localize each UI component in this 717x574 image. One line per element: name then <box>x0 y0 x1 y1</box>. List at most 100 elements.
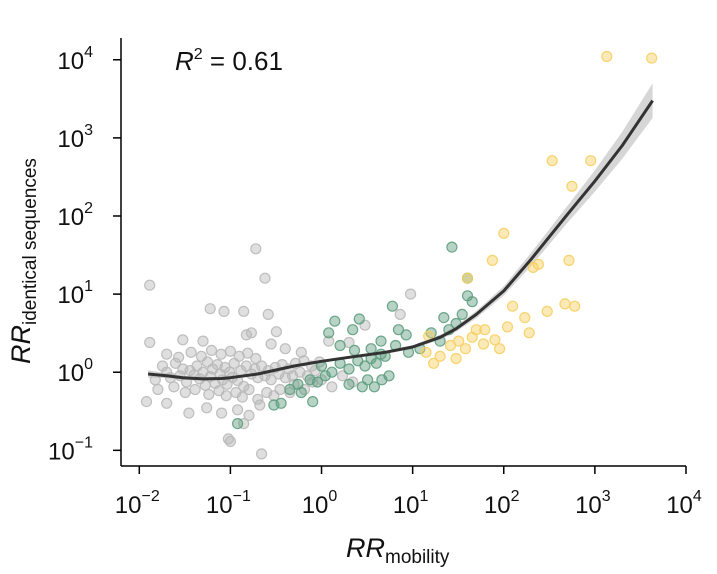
data-point-grey <box>242 347 254 359</box>
data-point-grey <box>185 346 197 358</box>
data-point-grey <box>238 305 250 317</box>
data-point-yellow <box>428 357 440 369</box>
data-point-grey <box>144 336 156 349</box>
data-point-grey <box>270 326 282 338</box>
confidence-band-layer <box>148 83 653 381</box>
data-point-grey <box>215 348 227 360</box>
data-point-grey <box>161 397 173 409</box>
data-point-grey <box>336 370 349 382</box>
data-point-yellow <box>523 327 535 339</box>
data-point-yellow <box>506 300 519 312</box>
y-tick-label: 10−1 <box>48 434 93 465</box>
data-point-grey <box>243 409 255 421</box>
data-point-green <box>446 241 458 253</box>
data-point-yellow <box>479 324 491 336</box>
data-point-yellow <box>494 343 506 355</box>
x-tick-label: 104 <box>666 488 702 519</box>
data-point-green <box>284 383 296 396</box>
data-point-yellow <box>459 343 472 355</box>
data-point-yellow <box>477 338 490 350</box>
data-point-grey <box>236 391 248 403</box>
data-point-grey <box>256 448 268 460</box>
data-point-green <box>392 324 405 336</box>
data-point-green <box>232 418 244 430</box>
data-point-yellow <box>546 155 558 167</box>
data-point-grey <box>177 334 189 346</box>
points-layer <box>140 50 658 460</box>
data-point-grey <box>204 303 216 315</box>
data-point-yellow <box>541 305 553 317</box>
data-point-grey <box>265 374 277 386</box>
y-tick-label: 102 <box>57 200 93 231</box>
data-point-green <box>386 300 398 312</box>
data-point-green <box>456 308 468 320</box>
data-point-grey <box>326 381 338 393</box>
data-point-green <box>353 313 365 325</box>
data-point-yellow <box>501 321 514 333</box>
data-point-green <box>304 374 316 386</box>
data-point-grey <box>232 404 244 416</box>
y-tick-label: 104 <box>57 44 93 75</box>
data-point-grey <box>205 344 218 356</box>
data-point-grey <box>189 383 201 396</box>
data-point-green <box>326 366 338 378</box>
data-point-green <box>438 312 450 324</box>
r-squared-annotation: R2 = 0.61 <box>175 46 283 76</box>
data-point-grey <box>222 433 234 445</box>
data-point-yellow <box>585 155 597 167</box>
data-point-grey <box>279 343 291 355</box>
data-point-grey <box>405 288 417 300</box>
data-point-yellow <box>489 334 501 346</box>
data-point-yellow <box>527 261 539 273</box>
data-point-grey <box>265 338 277 350</box>
confidence-band <box>148 83 653 381</box>
data-point-green <box>362 374 374 386</box>
data-point-yellow <box>420 346 432 358</box>
data-point-grey <box>173 351 185 363</box>
data-point-green <box>307 396 319 408</box>
data-point-green <box>368 381 380 393</box>
data-point-green <box>343 378 355 390</box>
y-tick-label: 103 <box>57 122 93 153</box>
data-point-yellow <box>566 180 578 192</box>
data-point-grey <box>250 243 262 255</box>
data-point-green <box>466 296 478 308</box>
data-point-grey <box>168 381 180 393</box>
y-axis-title: RRidentical sequences <box>6 158 41 364</box>
ticks-layer: 10−2 10−1 100 101 102 103 104 10−1 100 101 102 103 1… <box>48 44 702 519</box>
data-point-grey <box>216 407 228 419</box>
data-point-grey <box>323 335 335 347</box>
data-point-grey <box>144 279 156 291</box>
data-point-grey <box>262 308 274 320</box>
data-point-yellow <box>569 300 581 312</box>
x-tick-label: 102 <box>484 488 520 519</box>
y-tick-label: 100 <box>57 356 93 387</box>
data-point-green <box>323 327 335 339</box>
data-point-grey <box>394 308 406 320</box>
data-point-yellow <box>466 331 478 343</box>
data-point-grey <box>161 348 173 360</box>
data-point-yellow <box>450 352 462 365</box>
data-point-grey <box>243 383 255 396</box>
data-point-grey <box>140 396 153 408</box>
data-point-grey <box>238 418 250 430</box>
data-point-yellow <box>519 312 531 324</box>
data-point-grey <box>295 346 307 358</box>
data-point-green <box>343 363 355 375</box>
data-point-grey <box>156 360 169 372</box>
data-point-grey <box>218 305 230 317</box>
data-point-green <box>292 378 304 390</box>
fit-line <box>147 99 654 381</box>
data-point-grey <box>259 272 271 284</box>
data-point-yellow <box>486 254 498 266</box>
data-point-grey <box>245 327 257 339</box>
data-point-yellow <box>563 254 575 266</box>
x-axis-title: RRmobility <box>346 533 450 568</box>
data-point-green <box>329 315 341 327</box>
x-tick-label: 100 <box>302 488 338 519</box>
data-point-grey <box>261 386 273 399</box>
x-tick-label: 10−1 <box>206 488 251 519</box>
data-point-green <box>347 324 359 336</box>
data-point-yellow <box>601 50 613 63</box>
